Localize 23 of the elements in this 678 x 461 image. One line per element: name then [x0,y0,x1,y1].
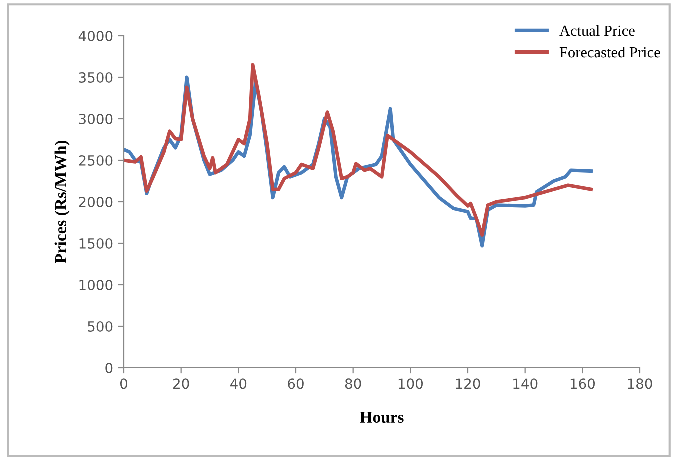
y-tick-label: 1500 [80,238,113,249]
y-tick-label: 1000 [80,280,113,290]
x-axis-title: Hours [360,412,404,424]
x-tick-label: 40 [230,378,247,390]
y-tick-label: 3000 [79,114,113,124]
y-tick-label: 3500 [79,72,113,83]
legend-label: Actual Price [560,25,635,36]
y-tick-label: 2000 [79,196,113,208]
legend-label: Forecasted Price [560,46,660,58]
x-tick-label: 20 [174,378,190,390]
y-tick-label: 2500 [79,155,113,166]
x-tick-label: 120 [456,378,480,390]
y-tick-label: 4000 [78,30,113,42]
y-tick-label: 500 [88,321,113,332]
x-tick-label: 100 [398,378,423,390]
x-tick-label: 60 [288,378,304,390]
x-tick-label: 140 [514,378,538,390]
y-axis-title: Prices (Rs/MWh) [54,140,70,264]
x-tick-label: 160 [570,378,595,390]
y-tick-label: 0 [106,362,113,374]
x-tick-label: 180 [628,378,652,390]
x-tick-label: 0 [120,378,128,390]
x-tick-label: 80 [345,378,362,390]
